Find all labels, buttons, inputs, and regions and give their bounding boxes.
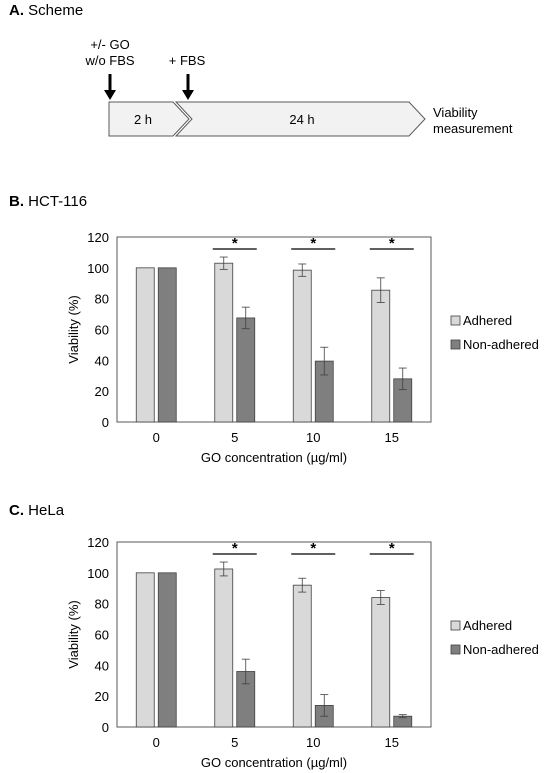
y-tick-label: 0 xyxy=(102,720,109,735)
y-tick-label: 60 xyxy=(95,323,109,338)
scheme-seg2-label: 24 h xyxy=(289,112,314,127)
panel-c-label: C. HeLa xyxy=(9,502,64,519)
legend-swatch xyxy=(450,644,461,655)
scheme-seg1-label: 2 h xyxy=(134,112,152,127)
y-tick-label: 40 xyxy=(95,658,109,673)
legend-swatch xyxy=(450,620,461,631)
x-axis-label: GO concentration (µg/ml) xyxy=(201,450,347,465)
y-tick-label: 120 xyxy=(87,230,109,245)
y-tick-label: 100 xyxy=(87,261,109,276)
bar-adhered-0 xyxy=(135,572,155,728)
bar-non-adhered-5 xyxy=(236,317,256,423)
down-arrow-icon xyxy=(104,74,116,100)
scheme-step1-line1: +/- GO xyxy=(90,37,129,52)
significance-star: * xyxy=(310,235,316,252)
legend-label: Adhered xyxy=(463,618,512,633)
y-tick-label: 20 xyxy=(95,384,109,399)
panel-a-title: Scheme xyxy=(28,2,84,19)
scheme-end-line2: measurement xyxy=(433,121,513,136)
legend-label: Non-adhered xyxy=(463,642,539,657)
y-tick-label: 0 xyxy=(102,415,109,430)
bar-adhered-10 xyxy=(292,584,312,728)
legend-swatch xyxy=(450,315,461,326)
x-tick-label: 5 xyxy=(231,735,238,750)
bar-adhered-0 xyxy=(135,267,155,423)
x-tick-label: 15 xyxy=(385,430,399,445)
scheme-diagram: +/- GO w/o FBS + FBS 2 h 24 h Viability … xyxy=(84,37,513,137)
y-tick-label: 40 xyxy=(95,353,109,368)
down-arrow-icon xyxy=(182,74,194,100)
panel-b-title: HCT-116 xyxy=(28,193,88,210)
x-tick-label: 15 xyxy=(385,735,399,750)
y-tick-label: 100 xyxy=(87,566,109,581)
bar-adhered-10 xyxy=(292,269,312,423)
panel-c-title: HeLa xyxy=(28,502,65,519)
scheme-segment-24h xyxy=(174,101,426,137)
x-tick-label: 10 xyxy=(306,735,320,750)
bar-adhered-15 xyxy=(371,289,391,423)
plot-frame xyxy=(116,236,432,423)
y-axis-label: Viability (%) xyxy=(66,295,81,363)
scheme-step2: + FBS xyxy=(169,53,206,68)
y-axis-label: Viability (%) xyxy=(66,600,81,668)
y-tick-label: 60 xyxy=(95,628,109,643)
bar-non-adhered-0 xyxy=(157,267,177,423)
significance-star: * xyxy=(232,540,238,557)
scheme-segment-2h xyxy=(108,101,190,137)
y-tick-label: 80 xyxy=(95,292,109,307)
significance-star: * xyxy=(389,235,395,252)
y-tick-label: 80 xyxy=(95,597,109,612)
bar-adhered-5 xyxy=(214,568,234,728)
panel-b-label: B. HCT-116 xyxy=(9,193,87,210)
hela-chart: 0 20 40 60 80 100 120 Viability (%) 0 * 5 * 10 * 15 GO … xyxy=(66,535,539,770)
panel-a-letter: A. xyxy=(9,2,24,19)
x-tick-label: 5 xyxy=(231,430,238,445)
legend-label: Non-adhered xyxy=(463,337,539,352)
y-tick-label: 20 xyxy=(95,689,109,704)
panel-b-letter: B. xyxy=(9,193,24,210)
bar-adhered-15 xyxy=(371,597,391,728)
bar-adhered-5 xyxy=(214,262,234,423)
plot-frame xyxy=(116,541,432,728)
x-tick-label: 0 xyxy=(153,430,160,445)
scheme-step1-line2: w/o FBS xyxy=(84,53,134,68)
significance-star: * xyxy=(389,540,395,557)
x-tick-label: 10 xyxy=(306,430,320,445)
significance-star: * xyxy=(232,235,238,252)
legend-swatch xyxy=(450,339,461,350)
x-axis-label: GO concentration (µg/ml) xyxy=(201,755,347,770)
y-tick-label: 120 xyxy=(87,535,109,550)
panel-c-letter: C. xyxy=(9,502,24,519)
significance-star: * xyxy=(310,540,316,557)
panel-a-label: A. Scheme xyxy=(9,2,83,19)
bar-non-adhered-0 xyxy=(157,572,177,728)
scheme-end-line1: Viability xyxy=(433,105,478,120)
hct116-chart: 0 20 40 60 80 100 120 Viability (%) 0 * 5 * 10 * 15 GO … xyxy=(66,230,539,465)
legend-label: Adhered xyxy=(463,313,512,328)
x-tick-label: 0 xyxy=(153,735,160,750)
